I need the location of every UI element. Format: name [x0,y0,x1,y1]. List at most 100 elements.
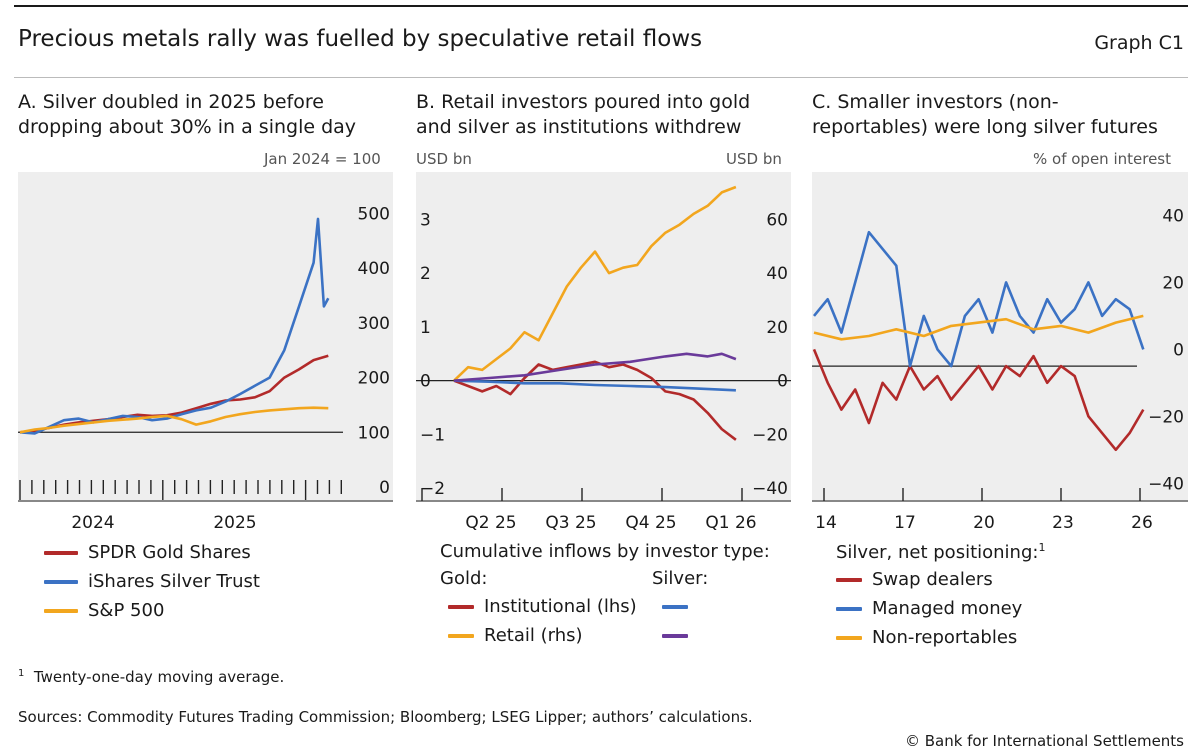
panel-b-title-line1: B. Retail investors poured into gold [416,91,751,113]
legend-label: SPDR Gold Shares [88,542,251,563]
y-tick-label-left: 3 [420,210,431,230]
series-line [812,348,1145,452]
x-tick-label: 14 [815,513,837,533]
legend-swatch-silver-retail [662,634,688,638]
legend-item: Retail (rhs) [448,621,637,650]
legend-label: iShares Silver Trust [88,571,260,592]
panel-b-legend-gold: Gold: [440,568,488,589]
panel-a-unit: Jan 2024 = 100 [264,150,381,168]
plot-background [416,172,791,502]
y-tick-label: 100 [358,423,390,443]
legend-heading-text: Silver, net positioning: [836,542,1039,563]
y-tick-label-left: −1 [420,425,445,445]
legend-item: Non-reportables [836,623,1022,652]
panel-c-legend-heading: Silver, net positioning:1 [836,541,1045,563]
y-tick-label: −20 [1148,407,1184,427]
panel-a-title-line1: A. Silver doubled in 2025 before [18,91,324,113]
legend-swatch [448,633,474,638]
panel-b-chart: −2 −1 0 1 2 3 −40 −20 0 20 40 60 Q2 25 Q3 25 Q4 25 Q1 2… [416,172,791,533]
x-tick-label: 23 [1052,513,1074,533]
panel-c-title-line1: C. Smaller investors (non- [812,91,1059,113]
series-line [453,352,737,382]
panel-c-title: C. Smaller investors (non- reportables) … [812,90,1158,140]
series-line [813,314,1144,341]
panel-c-unit: % of open interest [1033,150,1171,168]
y-tick-label-right: −20 [752,425,788,445]
y-tick-label: 20 [1162,273,1184,293]
legend-swatch [448,604,474,609]
y-tick-label: 500 [358,204,390,224]
legend-item: SPDR Gold Shares [44,538,260,567]
y-tick-label-right: −40 [752,479,788,499]
x-tick-label: 17 [894,513,916,533]
legend-label: Institutional (lhs) [484,596,637,617]
y-tick-label-right: 40 [766,264,788,284]
panel-a-title: A. Silver doubled in 2025 before droppin… [18,90,356,140]
series-line [453,360,737,441]
panel-b-unit-left: USD bn [416,150,472,168]
panel-c-title-line2: reportables) were long silver futures [812,116,1158,138]
legend-swatch [836,635,862,640]
legend-item: Institutional (lhs) [448,592,637,621]
y-tick-label: 300 [358,314,390,334]
x-tick-label: Q1 26 [705,513,756,533]
page-title: Precious metals rally was fuelled by spe… [18,26,703,52]
y-tick-label: 0 [1173,340,1184,360]
panel-b-legend-silver: Silver: [652,568,709,589]
series-line [453,379,736,392]
footnote-mark: 1 [18,668,25,679]
x-tick-label: 2025 [213,513,256,533]
plot-background [18,172,393,502]
x-tick-label: 2024 [71,513,114,533]
panel-b-legend-heading: Cumulative inflows by investor type: [440,541,770,562]
series-line [812,230,1145,368]
y-tick-label-right: 20 [766,318,788,338]
y-tick-label-left: 1 [420,318,431,338]
x-tick-label: Q2 25 [465,513,516,533]
series-line [453,185,737,382]
legend-swatch [44,608,78,613]
y-tick-label-right: 0 [777,372,788,392]
panel-b-unit-right: USD bn [726,150,782,168]
header-separator [14,77,1188,78]
x-tick-label: Q4 25 [625,513,676,533]
legend-item: Swap dealers [836,565,1022,594]
legend-label: S&P 500 [88,600,165,621]
panel-b-title: B. Retail investors poured into gold and… [416,90,750,140]
panel-a-title-line2: dropping about 30% in a single day [18,116,357,138]
legend-label: Managed money [872,598,1023,619]
legend-swatch [44,550,78,555]
footnote: 1 Twenty-one-day moving average. [18,668,284,686]
y-tick-label-left: −2 [420,479,445,499]
legend-item: Managed money [836,594,1022,623]
legend-label: Non-reportables [872,627,1018,648]
legend-swatch-silver-institutional [662,605,688,609]
y-tick-label: 200 [358,369,390,389]
legend-swatch [836,577,862,582]
y-tick-label: 400 [358,259,390,279]
panel-a-chart: 0 100 200 300 400 500 2024 2025 [18,172,393,533]
x-tick-label: 26 [1131,513,1153,533]
panel-a-legend: SPDR Gold Shares iShares Silver Trust S&… [44,538,260,625]
graph-id: Graph C1 [1094,32,1184,54]
top-rule [14,5,1188,7]
footnote-text: Twenty-one-day moving average. [33,668,285,686]
panel-c-chart: −40 −20 0 20 40 14 17 20 23 26 [812,172,1188,533]
panel-b-title-line2: and silver as institutions withdrew [416,116,742,138]
legend-heading-note: 1 [1038,541,1046,554]
y-tick-label-right: 60 [766,210,788,230]
sources: Sources: Commodity Futures Trading Commi… [18,708,753,726]
y-tick-label: −40 [1148,474,1184,494]
legend-label: Retail (rhs) [484,625,583,646]
panel-b-legend: Institutional (lhs) Retail (rhs) [448,592,637,650]
legend-label: Swap dealers [872,569,993,590]
plot-background [812,172,1188,502]
series-line [19,354,329,434]
y-tick-label-left: 0 [420,372,431,392]
y-tick-label: 0 [379,478,390,498]
series-line [19,406,329,434]
legend-swatch [836,606,862,611]
panel-c-legend: Swap dealers Managed money Non-reportabl… [836,565,1022,652]
legend-swatch [44,579,78,584]
x-tick-label: 20 [973,513,995,533]
